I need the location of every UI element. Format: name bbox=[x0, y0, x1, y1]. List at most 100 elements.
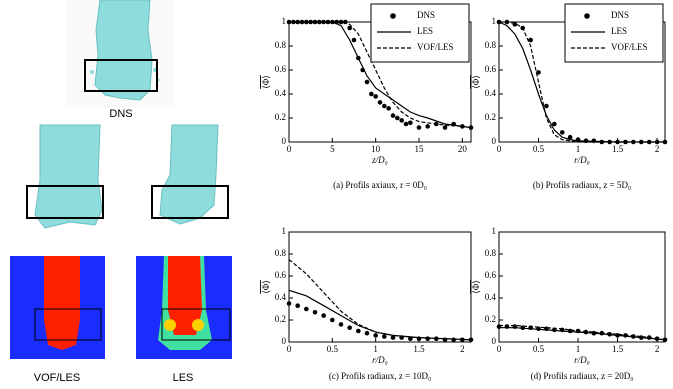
y-tick-label: 0.6 bbox=[485, 270, 497, 280]
data-point bbox=[382, 334, 387, 339]
x-tick-label: 0 bbox=[287, 144, 292, 154]
y-tick-label: 0.4 bbox=[275, 292, 287, 302]
data-point bbox=[544, 103, 549, 109]
x-tick-label: 1 bbox=[576, 144, 581, 154]
y-tick-label: 0.4 bbox=[485, 292, 497, 302]
data-point bbox=[364, 330, 370, 336]
x-tick-label: 0 bbox=[287, 344, 292, 354]
data-point bbox=[382, 103, 387, 109]
data-point bbox=[356, 328, 361, 334]
data-point bbox=[347, 325, 352, 331]
y-tick-label: 0.4 bbox=[485, 88, 497, 98]
data-point bbox=[408, 120, 413, 126]
x-axis-label: z/D₀ bbox=[371, 155, 388, 165]
x-tick-label: 10 bbox=[371, 144, 381, 154]
data-line bbox=[499, 21, 665, 143]
data-point bbox=[528, 37, 533, 43]
data-point bbox=[304, 306, 309, 312]
x-tick-label: 1.5 bbox=[612, 344, 624, 354]
image-label: VOF/LES bbox=[34, 372, 80, 384]
y-tick-label: 1 bbox=[492, 226, 497, 236]
x-tick-label: 0.5 bbox=[327, 344, 339, 354]
x-tick-label: 2 bbox=[655, 344, 660, 354]
caption: (b) Profils radiaux, z = 5D₀ bbox=[533, 180, 631, 190]
image-label: LES bbox=[173, 372, 194, 384]
data-point bbox=[552, 121, 557, 127]
x-axis-label: r/D₀ bbox=[574, 155, 590, 165]
x-tick-label: 0.5 bbox=[533, 144, 545, 154]
data-point bbox=[390, 335, 396, 340]
data-point bbox=[425, 336, 430, 342]
y-tick-label: 0 bbox=[492, 136, 497, 146]
data-point bbox=[312, 310, 318, 315]
data-point bbox=[373, 94, 378, 99]
les-contour-image bbox=[136, 256, 232, 359]
y-axis-label: ⟨Φ⟩ bbox=[261, 75, 271, 89]
data-point bbox=[369, 91, 374, 97]
data-point bbox=[321, 313, 326, 318]
y-tick-label: 0.2 bbox=[485, 314, 496, 324]
plot-frame bbox=[288, 231, 472, 343]
legend-marker bbox=[584, 13, 590, 19]
legend-label: DNS bbox=[417, 10, 435, 20]
vof-les-iso-image bbox=[26, 124, 104, 229]
caption: (a) Profils axiaux, r = 0D₀ bbox=[333, 180, 427, 190]
data-point bbox=[286, 301, 292, 306]
x-tick-label: 1.5 bbox=[612, 144, 624, 154]
data-point bbox=[416, 125, 422, 130]
legend-label: VOF/LES bbox=[417, 42, 454, 52]
legend-label: LES bbox=[417, 26, 433, 36]
data-point bbox=[377, 100, 383, 105]
data-point bbox=[399, 118, 404, 123]
data-point bbox=[373, 333, 378, 338]
data-line bbox=[288, 259, 472, 341]
y-tick-label: 0.2 bbox=[485, 112, 496, 122]
x-tick-label: 1 bbox=[576, 344, 581, 354]
data-point bbox=[442, 125, 448, 130]
legend-box bbox=[564, 3, 664, 63]
x-tick-label: 2 bbox=[460, 344, 465, 354]
dns-image bbox=[65, 0, 175, 108]
x-tick-label: 20 bbox=[458, 144, 468, 154]
data-point bbox=[425, 124, 430, 129]
x-axis-label: r/D₀ bbox=[574, 355, 590, 365]
x-tick-label: 0 bbox=[497, 144, 502, 154]
data-point bbox=[536, 70, 541, 75]
data-point bbox=[330, 317, 335, 323]
y-tick-label: 0.6 bbox=[275, 270, 287, 280]
y-tick-label: 0.6 bbox=[485, 64, 497, 74]
data-point bbox=[403, 121, 409, 127]
plot-frame bbox=[498, 231, 666, 343]
legend-label: DNS bbox=[611, 10, 629, 20]
data-point bbox=[395, 115, 400, 121]
data-line bbox=[289, 21, 472, 129]
y-tick-label: 0.8 bbox=[485, 248, 497, 258]
data-line bbox=[289, 21, 472, 129]
x-tick-label: 0.5 bbox=[533, 344, 545, 354]
data-point bbox=[338, 322, 344, 327]
y-tick-label: 0 bbox=[282, 136, 287, 146]
y-tick-label: 1 bbox=[282, 226, 287, 236]
data-point bbox=[351, 37, 357, 43]
y-axis-label: ⟨Φ⟩ bbox=[471, 280, 481, 294]
data-line bbox=[499, 327, 666, 341]
y-tick-label: 0.8 bbox=[485, 40, 497, 50]
y-tick-label: 0.8 bbox=[275, 248, 287, 258]
x-tick-label: 1 bbox=[373, 344, 378, 354]
caption: (d) Profils radiaux, z = 20D₀ bbox=[531, 371, 634, 381]
x-tick-label: 0 bbox=[497, 344, 502, 354]
legend-marker bbox=[390, 13, 396, 19]
caption: (c) Profils radiaux, z = 10D₀ bbox=[329, 371, 431, 381]
x-tick-label: 1.5 bbox=[413, 344, 425, 354]
data-point bbox=[347, 25, 352, 31]
data-point bbox=[386, 106, 391, 111]
y-tick-label: 0.6 bbox=[275, 64, 287, 74]
data-point bbox=[559, 130, 565, 135]
data-point bbox=[567, 134, 573, 140]
y-tick-label: 0.4 bbox=[275, 88, 287, 98]
legend-box bbox=[370, 3, 470, 63]
y-tick-label: 0 bbox=[282, 336, 287, 346]
y-tick-label: 0.8 bbox=[275, 40, 287, 50]
data-point bbox=[364, 79, 370, 85]
